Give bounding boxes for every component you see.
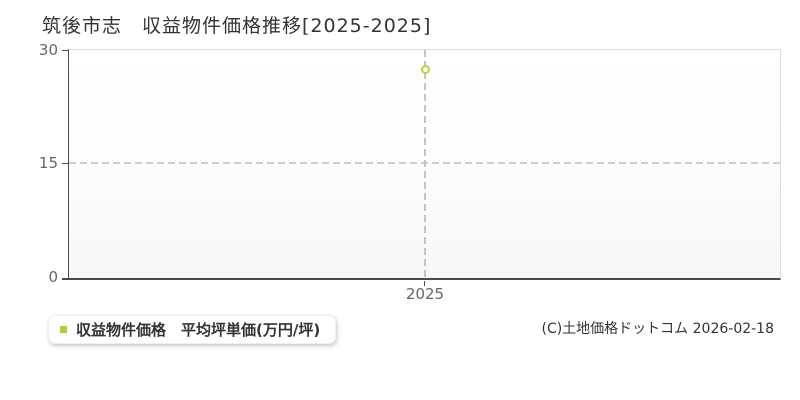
y-tick-mark-15 [62, 163, 68, 164]
y-tick-label-0: 0 [48, 268, 58, 286]
x-tick-label-2025: 2025 [405, 285, 445, 303]
legend-square-marker-icon [60, 326, 67, 333]
y-tick-mark-30 [62, 50, 68, 51]
y-tick-label-30: 30 [38, 41, 58, 59]
gridline-vertical-2025 [424, 50, 426, 278]
legend-label: 収益物件価格 平均坪単価(万円/坪) [76, 321, 321, 339]
x-tick-mark-2025 [424, 281, 425, 286]
plot-area [68, 49, 781, 280]
chart-title: 筑後市志 収益物件価格推移[2025-2025] [42, 15, 432, 37]
y-tick-label-15: 15 [38, 154, 58, 172]
legend-box: 収益物件価格 平均坪単価(万円/坪) [48, 315, 337, 344]
data-point-marker[interactable] [421, 65, 430, 74]
copyright-text: (C)土地価格ドットコム 2026-02-18 [541, 321, 774, 337]
y-tick-mark-0 [62, 278, 68, 280]
